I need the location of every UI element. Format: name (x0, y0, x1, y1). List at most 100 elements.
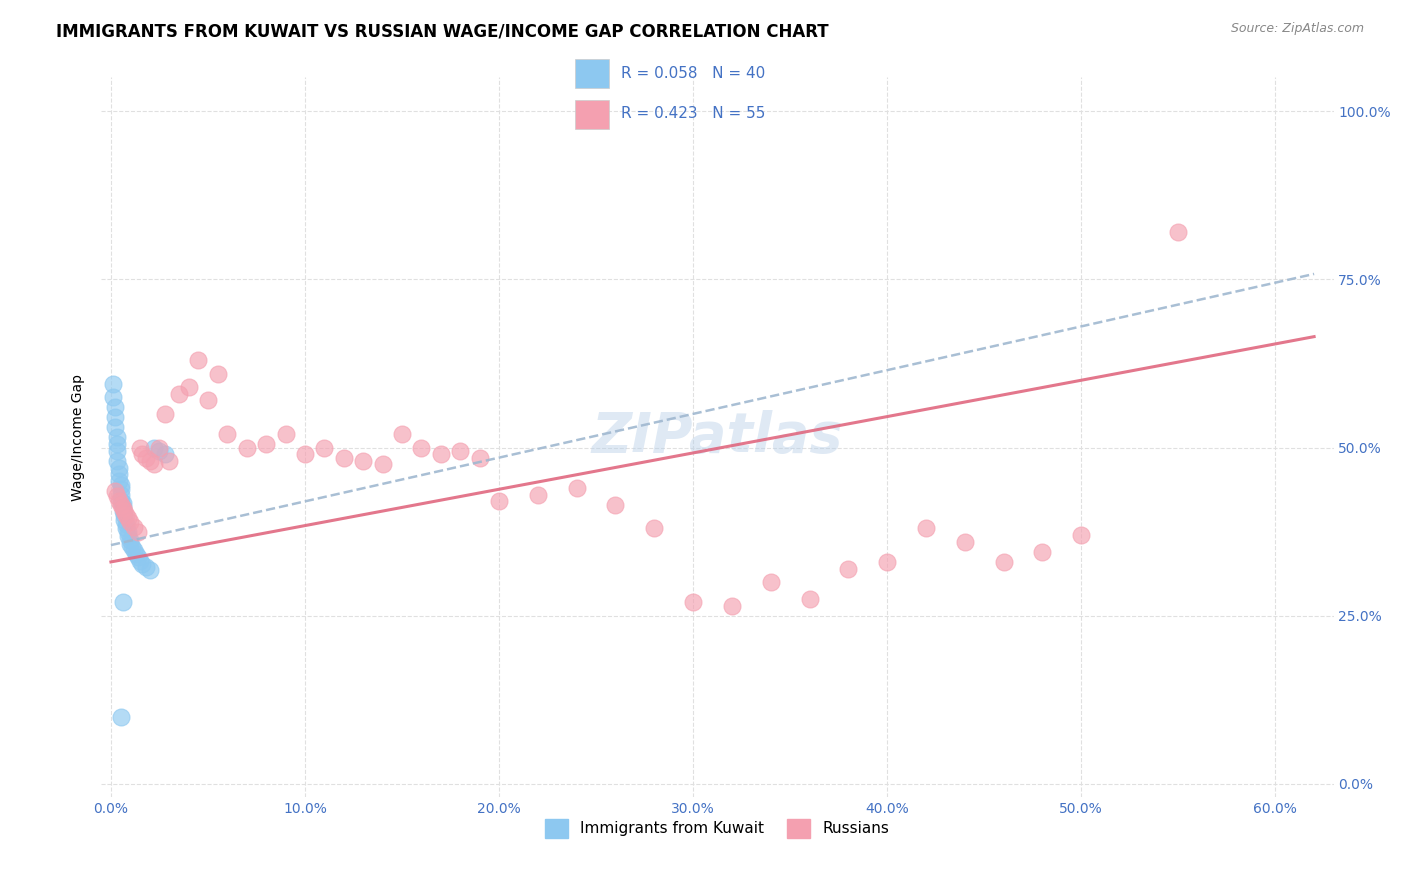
Point (148, 443, 170, 458)
Legend: Immigrants from Kuwait, Russians: Immigrants from Kuwait, Russians (540, 813, 896, 844)
Point (105, 489, 128, 503)
Point (115, 516, 138, 531)
FancyBboxPatch shape (575, 100, 609, 129)
Point (799, 591, 821, 606)
Point (527, 488, 550, 502)
Point (104, 400, 127, 414)
Point (135, 450, 157, 465)
Point (876, 555, 898, 569)
Point (177, 380, 200, 394)
Point (107, 467, 129, 482)
Point (187, 353, 209, 368)
Point (157, 454, 180, 468)
Point (115, 521, 138, 535)
Point (104, 484, 127, 499)
Point (468, 450, 491, 465)
Point (122, 543, 145, 558)
Point (1070, 528, 1092, 542)
Point (107, 474, 129, 488)
Point (138, 454, 160, 468)
Point (120, 515, 142, 529)
Point (1031, 545, 1053, 559)
Point (115, 508, 138, 522)
Point (142, 458, 165, 472)
Point (131, 557, 153, 571)
Point (314, 441, 336, 455)
Point (837, 562, 859, 576)
Point (643, 521, 665, 535)
Point (121, 540, 143, 554)
Point (236, 441, 259, 455)
Point (114, 508, 136, 522)
Point (148, 441, 170, 455)
Text: Source: ZipAtlas.com: Source: ZipAtlas.com (1230, 22, 1364, 36)
Point (110, 482, 132, 496)
Point (371, 458, 394, 472)
Point (110, 477, 132, 491)
Point (254, 437, 277, 451)
Point (207, 367, 229, 381)
Point (117, 524, 139, 539)
Point (105, 430, 128, 444)
Point (294, 447, 316, 461)
Point (127, 550, 149, 565)
Point (105, 437, 128, 451)
Point (155, 447, 177, 461)
Point (101, 390, 124, 404)
Point (155, 407, 177, 421)
Point (682, 595, 704, 609)
Point (1167, 225, 1189, 239)
Point (117, 511, 139, 525)
Point (953, 534, 976, 549)
Point (142, 441, 165, 455)
Point (449, 443, 471, 458)
Point (993, 555, 1015, 569)
Point (120, 537, 142, 551)
Point (129, 441, 152, 455)
Point (110, 488, 132, 502)
Point (125, 547, 148, 561)
Point (122, 520, 145, 534)
Point (605, 498, 627, 512)
Y-axis label: Wage/Income Gap: Wage/Income Gap (72, 374, 86, 501)
FancyBboxPatch shape (575, 59, 609, 88)
Text: R = 0.058   N = 40: R = 0.058 N = 40 (621, 66, 765, 80)
Point (131, 447, 153, 461)
Point (104, 410, 127, 425)
Point (110, 498, 132, 512)
Point (391, 427, 413, 442)
Point (759, 575, 782, 590)
Point (721, 599, 744, 613)
Point (111, 496, 134, 510)
Point (111, 500, 134, 514)
Point (107, 494, 129, 508)
Point (114, 512, 136, 526)
Point (107, 460, 129, 475)
Point (105, 443, 128, 458)
Point (411, 441, 433, 455)
Text: R = 0.423   N = 55: R = 0.423 N = 55 (621, 106, 765, 120)
Text: ZIPatlas: ZIPatlas (592, 410, 844, 465)
Point (138, 563, 160, 577)
Point (129, 553, 152, 567)
Point (114, 504, 136, 518)
Point (105, 454, 128, 468)
Point (167, 386, 190, 401)
Point (101, 376, 124, 391)
Point (111, 504, 134, 518)
Text: IMMIGRANTS FROM KUWAIT VS RUSSIAN WAGE/INCOME GAP CORRELATION CHART: IMMIGRANTS FROM KUWAIT VS RUSSIAN WAGE/I… (56, 22, 830, 40)
Point (915, 521, 938, 535)
Point (565, 481, 588, 495)
Point (110, 709, 132, 723)
Point (117, 529, 139, 543)
Point (488, 494, 510, 508)
Point (110, 494, 132, 508)
Point (104, 420, 127, 434)
Point (135, 560, 157, 574)
Point (430, 447, 453, 461)
Point (274, 427, 297, 442)
Point (111, 501, 134, 516)
Point (333, 450, 356, 465)
Point (127, 524, 149, 539)
Point (120, 533, 142, 547)
